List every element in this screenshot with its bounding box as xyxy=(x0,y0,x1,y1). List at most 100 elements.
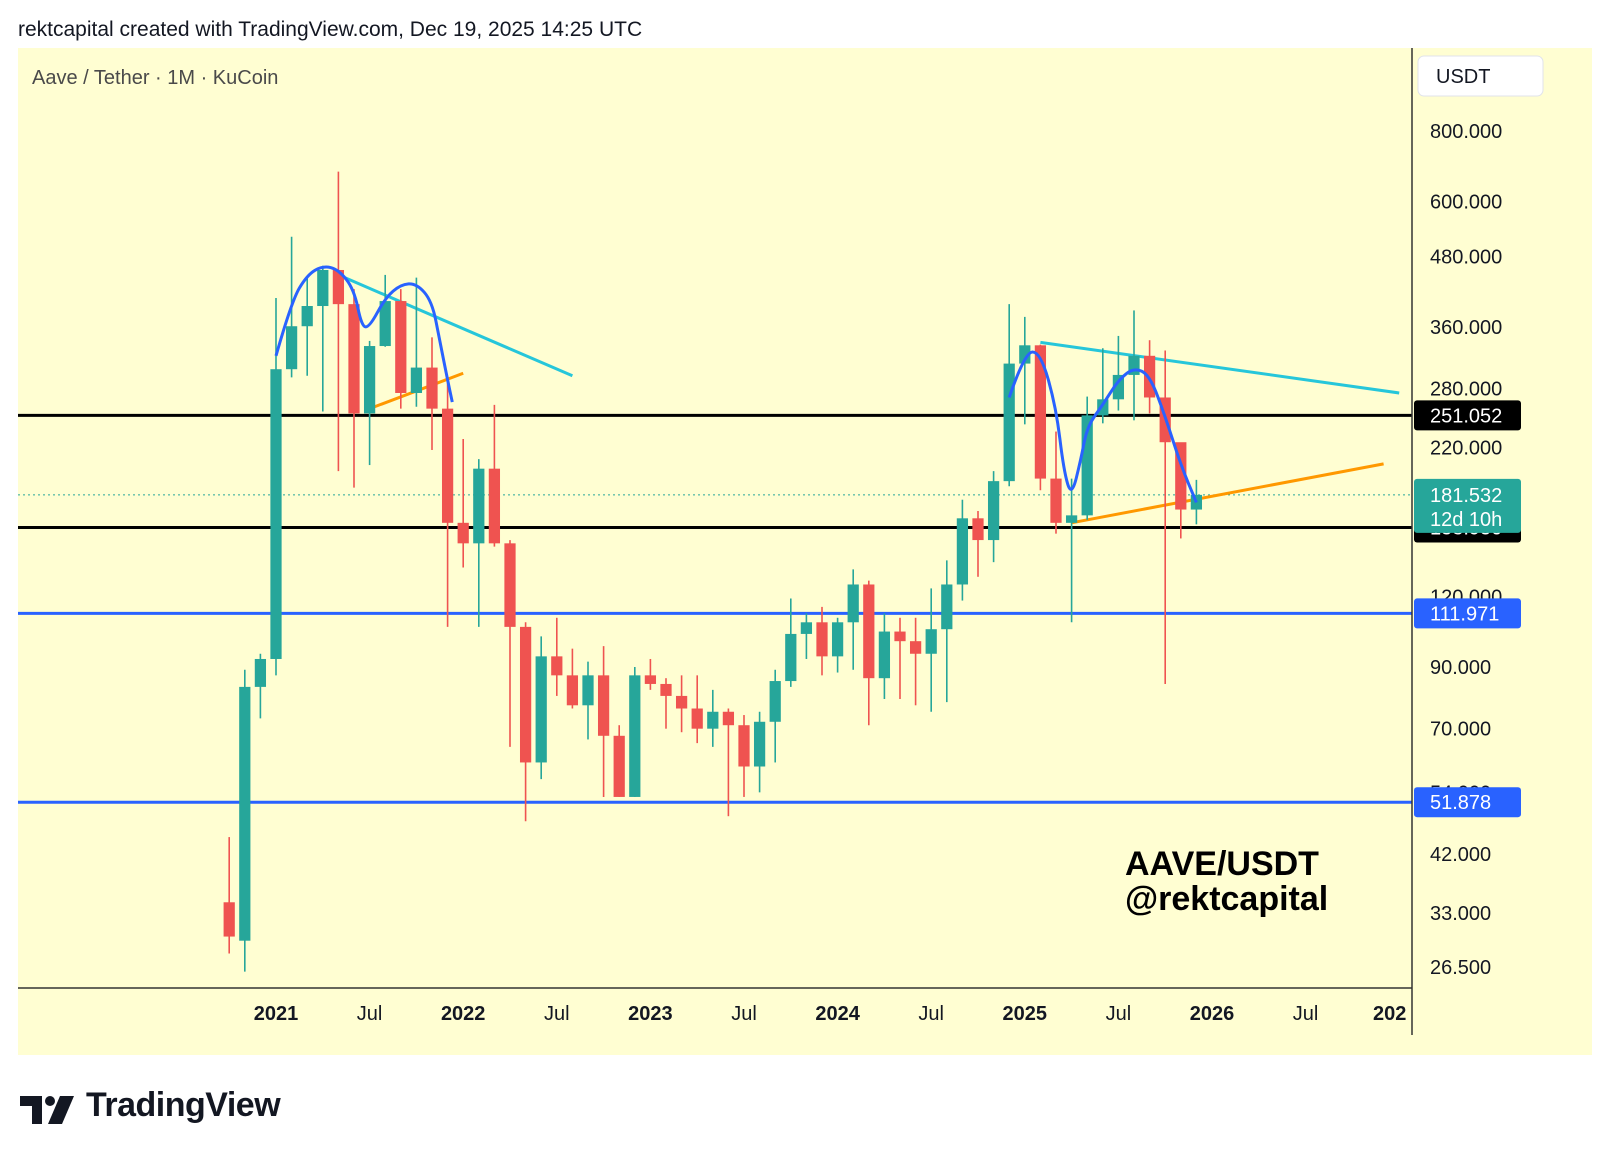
current-price-text: 181.532 xyxy=(1430,485,1502,507)
price-tick-label: 800.000 xyxy=(1430,121,1502,143)
candle-body xyxy=(254,658,267,687)
price-tick-label: 90.000 xyxy=(1430,657,1491,679)
price-tick-label: 26.500 xyxy=(1430,957,1491,979)
currency-button-label: USDT xyxy=(1436,66,1490,88)
candle-body xyxy=(987,481,1000,541)
price-tick-label: 280.000 xyxy=(1430,379,1502,401)
pattern-arcs xyxy=(274,265,1198,504)
horizontal-levels xyxy=(18,413,1412,804)
candle-body xyxy=(441,408,454,523)
candle-body xyxy=(1112,374,1125,400)
candle-body xyxy=(863,584,875,679)
candle-body xyxy=(270,369,282,659)
candle-body xyxy=(473,468,485,544)
price-label-badge xyxy=(1414,400,1521,431)
candle-body xyxy=(457,522,469,544)
candle-body xyxy=(285,326,298,370)
price-axis-ticks: 800.000 600.000 480.000 360.000 280.000 220.0… xyxy=(1430,121,1502,979)
candle-body xyxy=(488,468,501,544)
price-tick-label: 220.000 xyxy=(1430,438,1502,460)
candle-body xyxy=(660,683,672,696)
bar-countdown-text: 12d 10h xyxy=(1430,509,1502,531)
trendline[interactable] xyxy=(337,273,573,378)
candle-body xyxy=(847,584,859,623)
candle-body xyxy=(301,306,313,327)
time-tick-label: Jul xyxy=(544,1003,570,1025)
candle-body xyxy=(566,675,579,706)
time-tick-label: 2026 xyxy=(1190,1003,1235,1025)
time-tick-label: Jul xyxy=(731,1003,757,1025)
candle-body xyxy=(1034,345,1047,479)
time-axis-ticks: 2021 Jul 2022 Jul 2023 Jul 2024 Jul 2025 Jul 2026 J… xyxy=(254,1003,1407,1025)
price-label-badge xyxy=(1414,598,1521,629)
candle-body xyxy=(894,631,906,642)
time-tick-label: 2023 xyxy=(628,1003,673,1025)
candle-body xyxy=(239,686,251,941)
candle-body xyxy=(785,633,797,682)
time-tick-label: 2022 xyxy=(441,1003,486,1025)
price-tick-label: 33.000 xyxy=(1430,903,1491,925)
time-tick-label: 2024 xyxy=(815,1003,860,1025)
candle-body xyxy=(395,301,407,393)
candle-body xyxy=(1128,355,1140,375)
price-label-badge xyxy=(1414,787,1521,818)
candle-body xyxy=(629,675,641,797)
candle-body xyxy=(1065,515,1078,523)
candle-body xyxy=(597,675,610,736)
chart-svg[interactable]: USDT Aave / Tether · 1M · KuCoin 800.000… xyxy=(18,48,1592,1055)
candle-body xyxy=(410,367,423,393)
candle-body xyxy=(535,656,547,763)
price-label-text: 51.878 xyxy=(1430,792,1491,814)
candle-body xyxy=(317,269,329,307)
candle-body xyxy=(956,518,969,585)
candle-body xyxy=(363,346,376,414)
candle-body xyxy=(348,304,360,414)
tradingview-logo-icon xyxy=(20,1096,74,1124)
time-tick-label: 202 xyxy=(1373,1003,1406,1025)
trendlines xyxy=(337,273,1400,525)
candle-body xyxy=(551,656,563,676)
candle-body xyxy=(582,675,594,706)
price-label-text: 251.052 xyxy=(1430,405,1502,427)
candle-body xyxy=(878,631,891,679)
candle-body xyxy=(332,269,345,305)
price-tick-label: 600.000 xyxy=(1430,192,1502,214)
candle-body xyxy=(519,626,532,763)
pattern-curve[interactable] xyxy=(1007,350,1198,504)
candle-body xyxy=(1003,363,1015,482)
currency-button[interactable] xyxy=(1417,55,1544,97)
price-tick-label: 70.000 xyxy=(1430,719,1491,741)
price-tick-label: 480.000 xyxy=(1430,246,1502,268)
symbol-title: Aave / Tether · 1M · KuCoin xyxy=(32,67,278,89)
chart-header: rektcapital created with TradingView.com… xyxy=(18,18,643,41)
tradingview-wordmark: TradingView xyxy=(86,1086,281,1124)
candle-body xyxy=(909,641,922,654)
pattern-curve[interactable] xyxy=(274,265,454,403)
candle-body xyxy=(816,622,828,657)
candle-body xyxy=(675,695,688,709)
trendline[interactable] xyxy=(1040,340,1400,395)
time-tick-label: 2021 xyxy=(254,1003,299,1025)
price-tick-label: 360.000 xyxy=(1430,317,1502,339)
candle-body xyxy=(223,902,235,937)
candle-body xyxy=(1081,415,1093,516)
time-tick-label: Jul xyxy=(357,1003,383,1025)
time-tick-label: Jul xyxy=(918,1003,944,1025)
trendline[interactable] xyxy=(1071,462,1384,525)
candle-body xyxy=(1097,399,1109,416)
candle-body xyxy=(972,518,984,541)
candle-body xyxy=(831,622,844,657)
candle-body xyxy=(644,675,657,684)
price-label-text: 111.971 xyxy=(1430,603,1499,625)
watermark-title: AAVE/USDT xyxy=(1125,845,1319,883)
candle-body xyxy=(691,708,703,729)
chart-area[interactable]: USDT Aave / Tether · 1M · KuCoin 800.000… xyxy=(18,48,1592,1055)
time-tick-label: Jul xyxy=(1293,1003,1319,1025)
candle-body xyxy=(504,543,516,627)
candle-body xyxy=(769,681,781,722)
candle-body xyxy=(925,629,937,654)
current-price-badge xyxy=(1414,478,1521,533)
candle-body xyxy=(738,725,750,767)
candle-body xyxy=(707,711,719,729)
